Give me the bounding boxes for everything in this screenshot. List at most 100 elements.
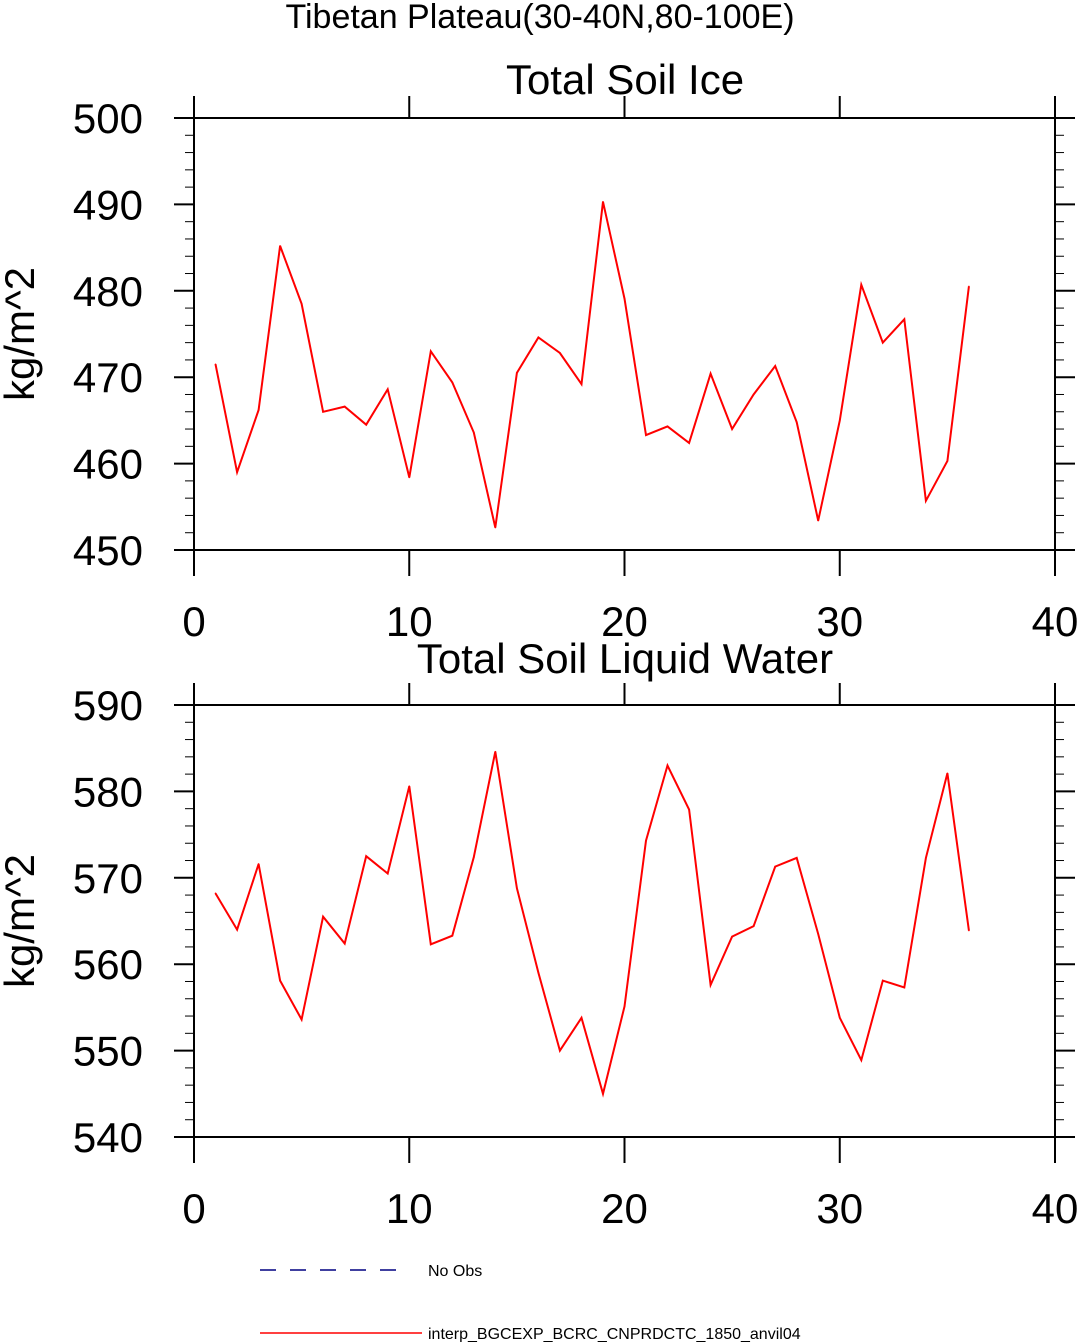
- data-point: [214, 892, 217, 895]
- data-point: [666, 764, 669, 767]
- data-point: [473, 431, 475, 434]
- x-tick-label: 40: [1032, 1185, 1078, 1232]
- data-point: [602, 201, 604, 203]
- data-point: [214, 363, 217, 366]
- data-point: [623, 297, 626, 300]
- data-point: [473, 856, 475, 858]
- x-tick-label: 0: [182, 598, 205, 645]
- data-point: [968, 929, 970, 932]
- data-point: [300, 1018, 303, 1021]
- legend: No Obs interp_BGCEXP_BCRC_CNPRDCTC_1850_…: [260, 1263, 801, 1342]
- data-point: [817, 519, 820, 522]
- data-point: [494, 526, 497, 529]
- legend-label-no-obs: No Obs: [428, 1263, 482, 1280]
- data-point: [537, 336, 540, 339]
- data-point: [408, 476, 411, 479]
- x-tick-label: 20: [601, 1185, 648, 1232]
- x-tick-label: 20: [601, 598, 648, 645]
- data-point: [279, 979, 281, 982]
- data-point: [580, 1016, 583, 1019]
- data-point: [946, 772, 949, 775]
- data-point: [860, 1059, 863, 1061]
- series-line: [214, 751, 970, 1098]
- y-tick-label: 480: [73, 268, 143, 315]
- data-point: [429, 943, 432, 946]
- data-point: [752, 925, 755, 927]
- x-tick-label: 30: [816, 598, 863, 645]
- data-point: [322, 410, 324, 413]
- x-tick-label: 10: [386, 598, 433, 645]
- data-point: [516, 372, 518, 374]
- data-point: [386, 388, 389, 391]
- data-point: [925, 499, 927, 502]
- y-tick-label: 570: [73, 855, 143, 902]
- y-tick-label: 470: [73, 354, 143, 401]
- data-point: [451, 381, 454, 384]
- data-point: [838, 419, 841, 422]
- legend-label-model: interp_BGCEXP_BCRC_CNPRDCTC_1850_anvil04: [428, 1326, 801, 1342]
- data-point: [279, 245, 281, 247]
- y-tick-label: 500: [73, 95, 143, 142]
- data-point: [322, 915, 324, 918]
- data-point: [645, 434, 647, 436]
- panel-total-soil-liquid-water: Total Soil Liquid Water kg/m^2 540 550 560 57…: [0, 635, 1078, 1232]
- data-point: [645, 839, 647, 842]
- data-point: [666, 425, 669, 428]
- data-point: [795, 857, 798, 859]
- data-point: [343, 942, 346, 945]
- data-point: [623, 1005, 626, 1008]
- data-point: [925, 857, 927, 859]
- x-tick-label: 10: [386, 1185, 433, 1232]
- data-point: [882, 341, 884, 344]
- data-point: [688, 442, 690, 444]
- data-point: [559, 352, 561, 354]
- y-axis-label: kg/m^2: [0, 267, 43, 401]
- panel-total-soil-ice: Total Soil Ice kg/m^2 450 460 470 480 490 500 0 1…: [0, 56, 1078, 645]
- data-point: [386, 872, 389, 875]
- chart-title: Total Soil Ice: [506, 56, 744, 103]
- data-point: [494, 750, 497, 753]
- data-point: [688, 808, 690, 811]
- data-point: [752, 393, 755, 396]
- y-tick-label: 560: [73, 941, 143, 988]
- data-point: [236, 928, 238, 931]
- plot-frame: [193, 117, 1056, 551]
- data-point: [731, 935, 733, 938]
- data-point: [795, 421, 798, 423]
- data-point: [602, 1093, 604, 1095]
- data-point: [429, 350, 432, 353]
- data-point: [537, 972, 540, 974]
- data-point: [365, 855, 368, 857]
- x-tick-label: 40: [1032, 598, 1078, 645]
- data-point: [903, 986, 906, 989]
- y-tick-label: 460: [73, 441, 143, 488]
- data-point: [257, 409, 260, 411]
- data-point: [365, 423, 368, 426]
- data-point: [903, 318, 906, 321]
- y-tick-label: 580: [73, 768, 143, 815]
- data-point: [451, 934, 454, 937]
- data-point: [236, 471, 238, 474]
- series-line: [214, 201, 970, 528]
- x-tick-label: 0: [182, 1185, 205, 1232]
- data-point: [559, 1049, 561, 1052]
- data-point: [817, 933, 820, 935]
- y-tick-label: 490: [73, 181, 143, 228]
- y-axis-label: kg/m^2: [0, 854, 43, 988]
- data-point: [946, 460, 949, 462]
- data-point: [968, 285, 970, 288]
- y-tick-label: 540: [73, 1114, 143, 1161]
- data-point: [709, 984, 712, 986]
- x-tick-label: 30: [816, 1185, 863, 1232]
- y-tick-label: 590: [73, 682, 143, 729]
- figure-title: Tibetan Plateau(30-40N,80-100E): [285, 0, 794, 36]
- data-point: [774, 865, 776, 868]
- y-tick-label: 550: [73, 1028, 143, 1075]
- y-tick-label: 450: [73, 527, 143, 574]
- data-point: [882, 979, 884, 982]
- chart-title: Total Soil Liquid Water: [417, 635, 833, 682]
- data-point: [709, 372, 712, 375]
- data-point: [408, 785, 411, 788]
- data-point: [860, 283, 863, 286]
